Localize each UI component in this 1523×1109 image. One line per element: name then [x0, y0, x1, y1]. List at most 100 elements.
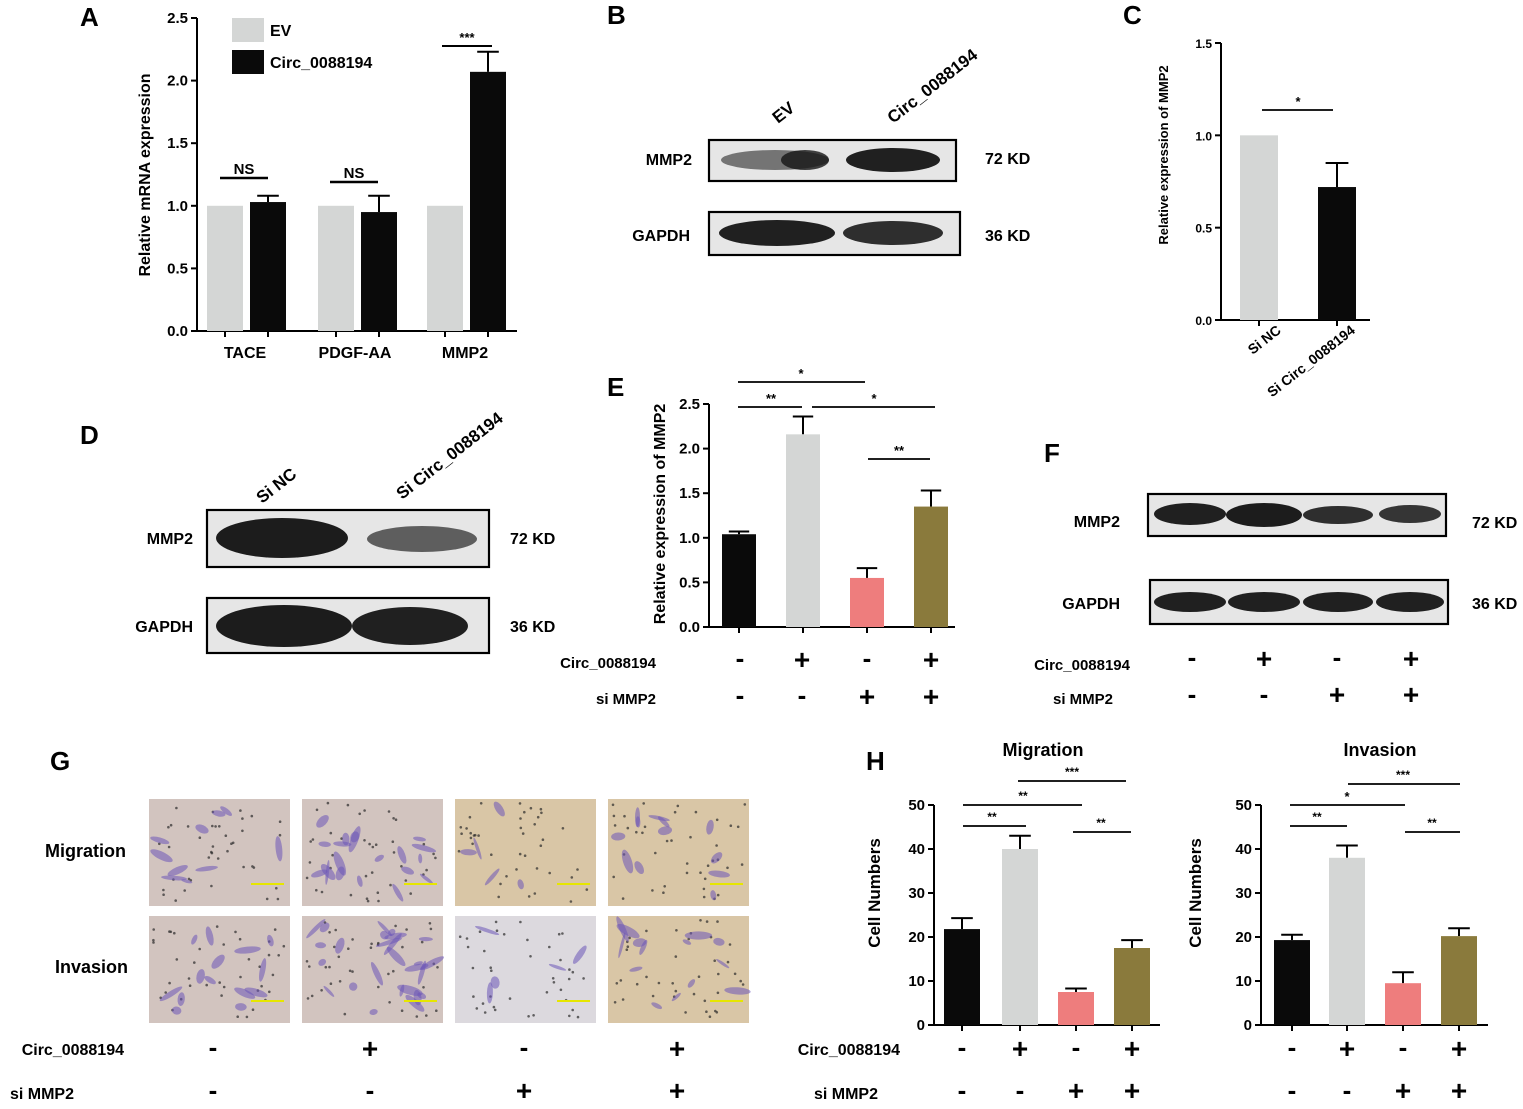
panel-label-a: A — [80, 2, 99, 32]
blot-b-row-mmp2: MMP2 — [646, 152, 692, 169]
membrane-pore — [699, 871, 702, 874]
membrane-pore — [481, 1002, 485, 1005]
y-tick-label: 0.0 — [1195, 314, 1212, 328]
chart-a-marks: 0.0 0.5 1.0 1.5 2.0 2.5 — [167, 10, 517, 340]
blot-d-band — [367, 526, 477, 552]
membrane-pore — [529, 955, 532, 958]
chart-e-sig-2: ** — [766, 391, 777, 406]
membrane-pore — [351, 970, 354, 973]
membrane-pore — [717, 972, 720, 976]
chart-a-xtick-pdgf: PDGF-AA — [319, 345, 392, 362]
chart-e: 0.0 0.5 1.0 1.5 2.0 2.5 Relative expression o… — [652, 366, 955, 636]
membrane-pore — [676, 804, 680, 808]
treat-e-si-2: - — [798, 680, 807, 710]
chart-c-sig: * — [1295, 94, 1301, 109]
stained-cell — [181, 879, 193, 884]
stained-cell — [405, 994, 425, 1012]
y-tick-label: 0.5 — [167, 260, 188, 277]
membrane-pore — [401, 945, 404, 949]
micrograph-tiles — [149, 799, 751, 1023]
blot-d-band — [352, 607, 468, 645]
membrane-pore — [736, 825, 740, 829]
membrane-pore — [210, 850, 213, 854]
membrane-pore — [211, 824, 214, 828]
y-tick-label: 0.0 — [167, 323, 188, 340]
chart-e-ylabel: Relative expression of MMP2 — [652, 404, 669, 625]
membrane-pore — [377, 985, 380, 989]
membrane-pore — [570, 876, 574, 879]
membrane-pore — [429, 927, 433, 931]
blot-d: Si NC Si Circ_0088194 MMP2 GAPDH 72 KD 3… — [135, 408, 555, 655]
stained-cell — [706, 819, 714, 835]
membrane-pore — [499, 882, 502, 886]
stained-cell — [716, 959, 730, 969]
membrane-pore — [519, 920, 522, 924]
micro-row-migration: Migration — [45, 841, 126, 861]
chart-a-sig-pdgf: NS — [344, 165, 365, 182]
membrane-pore — [576, 868, 579, 871]
membrane-pore — [251, 865, 254, 868]
membrane-pore — [168, 981, 171, 985]
membrane-pore — [400, 865, 403, 868]
membrane-pore — [539, 807, 543, 811]
bar — [427, 205, 463, 331]
membrane-pore — [162, 893, 165, 896]
treat-h-si-3: + — [1068, 1075, 1084, 1104]
membrane-pore — [251, 1008, 255, 1011]
membrane-pore — [409, 892, 413, 895]
chart-h1-sig-3: ** — [987, 810, 997, 824]
y-tick-label: 1.5 — [1195, 37, 1212, 51]
membrane-pore — [615, 982, 619, 985]
membrane-pore — [526, 938, 529, 942]
blot-b-size-36: 36 KD — [985, 228, 1030, 245]
membrane-pore — [152, 941, 155, 944]
membrane-pore — [315, 888, 318, 892]
membrane-pore — [613, 824, 617, 827]
membrane-pore — [671, 982, 674, 985]
membrane-pore — [621, 897, 625, 900]
stained-cell — [632, 938, 647, 947]
membrane-pore — [434, 856, 437, 860]
membrane-pore — [557, 932, 561, 936]
chart-c-ylabel: Relative expression of MMP2 — [1156, 65, 1171, 244]
membrane-pore — [175, 958, 179, 961]
blot-f-band — [1154, 503, 1226, 525]
membrane-pore — [685, 862, 689, 865]
chart-c: 0.0 0.5 1.0 1.5 Relative expression of MMP2… — [1156, 37, 1370, 400]
stained-cell — [167, 865, 188, 876]
y-tick-label: 1.0 — [1195, 129, 1212, 143]
membrane-pore — [479, 802, 483, 805]
stained-cell — [651, 1002, 663, 1010]
stained-cell — [708, 870, 730, 878]
membrane-pore — [305, 960, 309, 963]
membrane-pore — [326, 801, 330, 805]
membrane-pore — [465, 827, 468, 830]
membrane-pore — [527, 895, 531, 898]
stained-cell — [370, 961, 384, 986]
membrane-pore — [167, 845, 171, 849]
membrane-pore — [198, 836, 202, 839]
membrane-pore — [337, 955, 341, 959]
membrane-pore — [585, 888, 589, 891]
membrane-pore — [216, 857, 220, 860]
membrane-pore — [663, 885, 666, 888]
treat-e-circ-label: Circ_0088194 — [560, 655, 657, 672]
stained-cell — [710, 852, 723, 864]
membrane-pore — [174, 899, 177, 902]
treat-g-circ-label: Circ_0088194 — [22, 1042, 124, 1059]
treat-g-circ-1: - — [209, 1032, 218, 1062]
y-tick-label: 0.5 — [679, 574, 700, 591]
treat-g-si-1: - — [209, 1075, 218, 1104]
membrane-pore — [635, 830, 638, 834]
chart-h2-title: Invasion — [1343, 740, 1416, 760]
chart-h2-ylabel: Cell Numbers — [1186, 838, 1205, 948]
membrane-pore — [247, 958, 251, 961]
stained-cell — [386, 946, 406, 967]
membrane-pore — [576, 1015, 580, 1019]
membrane-pore — [529, 806, 533, 810]
blot-d-size-72: 72 KD — [510, 531, 555, 548]
membrane-pore — [392, 817, 395, 820]
membrane-pore — [703, 877, 707, 881]
micrograph-tile — [149, 916, 290, 1023]
membrane-pore — [308, 965, 311, 968]
